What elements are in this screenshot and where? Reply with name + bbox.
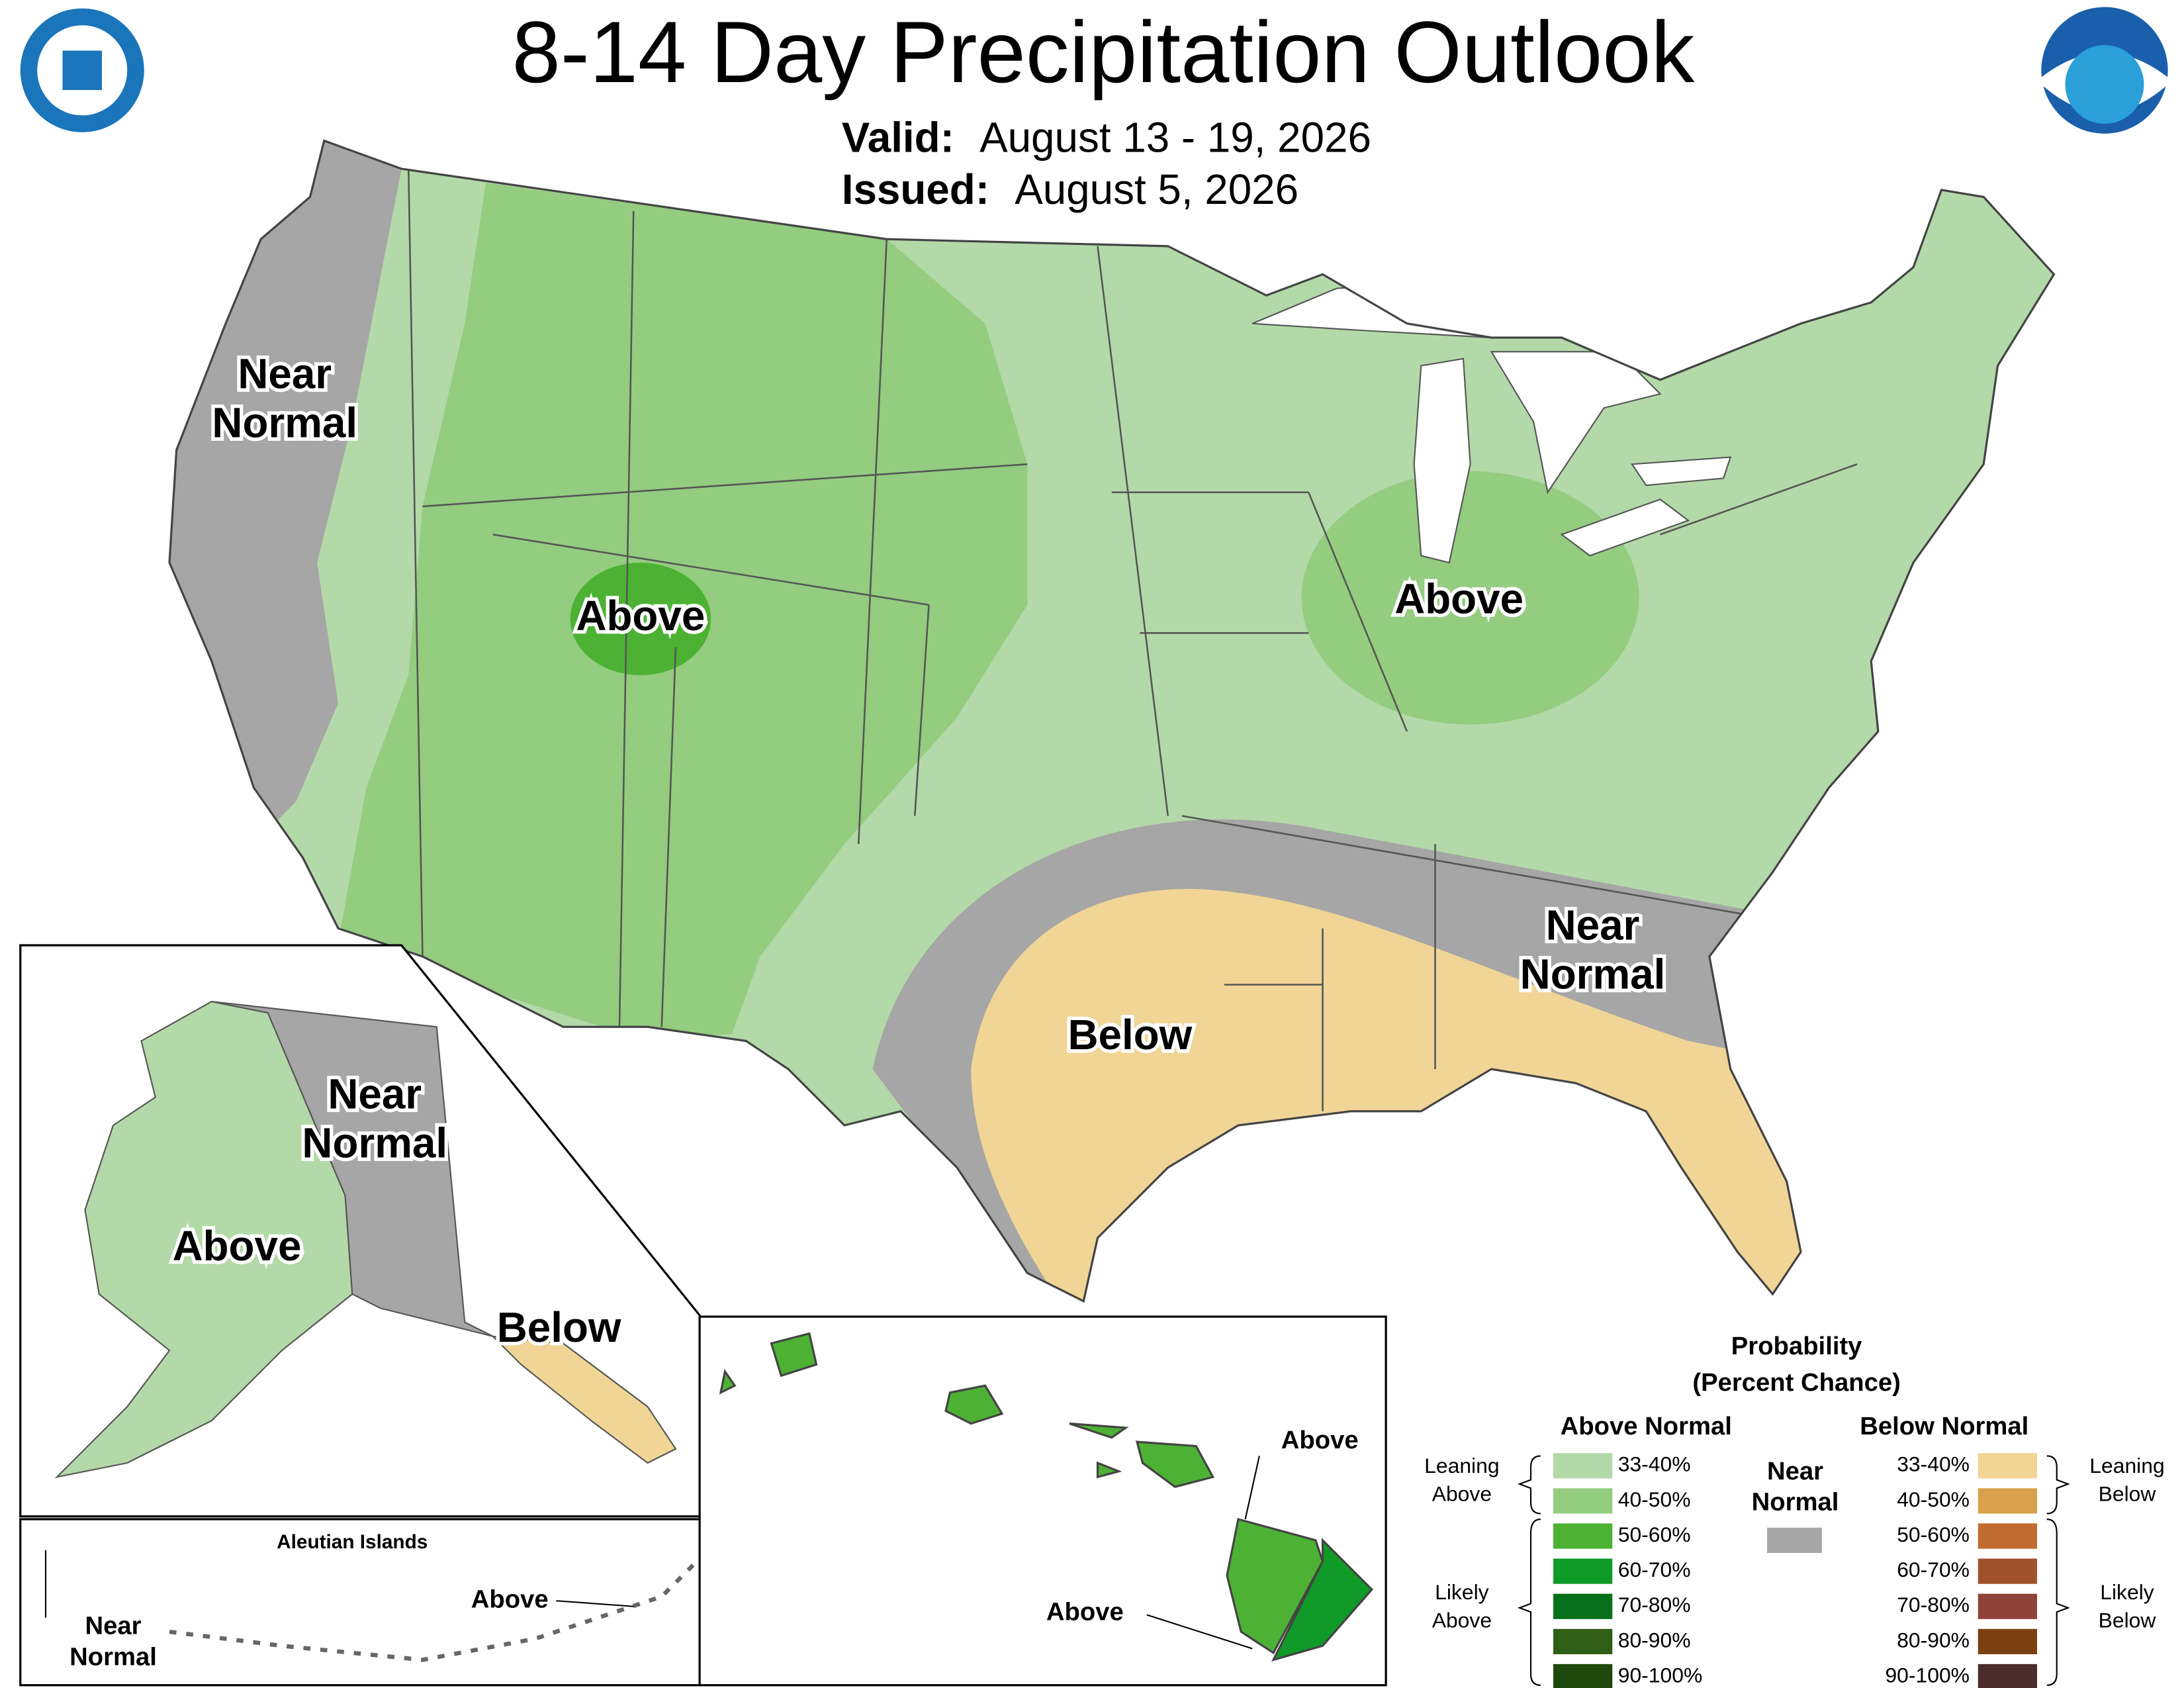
- legend-swatch: [1978, 1664, 2037, 1688]
- map-label: Above: [1432, 1481, 1492, 1505]
- map-label: Above: [1046, 1597, 1124, 1626]
- issued-date: August 5, 2026: [1015, 165, 1298, 213]
- map-label: Near: [328, 1070, 422, 1117]
- legend-label: 70-80%: [1618, 1593, 1691, 1617]
- aleutian-inset: [19, 1518, 701, 1687]
- map-label: Below: [2099, 1609, 2157, 1632]
- legend-label: 60-70%: [1897, 1558, 1970, 1581]
- map-label: Near: [85, 1612, 141, 1640]
- map-label: Leaning: [1424, 1454, 1499, 1477]
- issued: Issued: August 5, 2026: [842, 165, 1298, 213]
- map-label: Normal: [302, 1119, 447, 1167]
- alaska-below: [490, 1335, 677, 1464]
- hawaii-islands: [719, 1332, 1374, 1662]
- leader-line: [1146, 1614, 1253, 1650]
- map-label: Above: [1394, 575, 1524, 622]
- map-label: Near: [1767, 1457, 1823, 1485]
- map-label: Above: [471, 1585, 549, 1613]
- map-label: Normal: [1752, 1488, 1839, 1517]
- title: 8-14 Day Precipitation Outlook: [512, 3, 1696, 101]
- map-label: Above: [1432, 1609, 1492, 1632]
- legend-swatch: [1553, 1593, 1613, 1619]
- us-outline: [168, 139, 2056, 1303]
- legend-swatch: [1978, 1523, 2037, 1549]
- leader-line: [556, 1600, 634, 1607]
- legend-label: 80-90%: [1897, 1628, 1970, 1652]
- legend-swatch: [1767, 1527, 1822, 1553]
- legend-swatch: [1978, 1628, 2037, 1654]
- legend-label: 40-50%: [1618, 1487, 1691, 1511]
- legend-label: 50-60%: [1897, 1523, 1970, 1546]
- map-label: Above: [576, 592, 705, 639]
- legend-label: 50-60%: [1618, 1523, 1691, 1546]
- legend-label: 90-100%: [1618, 1663, 1703, 1687]
- map-label: Near: [238, 350, 332, 397]
- legend-swatch: [1978, 1488, 2037, 1514]
- map-label: Leaning: [2089, 1454, 2164, 1477]
- map-label: Below: [1068, 1011, 1193, 1058]
- legend-brackets: [1517, 1455, 2070, 1686]
- inset-title: Aleutian Islands: [277, 1531, 428, 1553]
- legend-swatch: [1553, 1523, 1613, 1549]
- legend-swatch: [1553, 1558, 1613, 1584]
- commerce-logo: [20, 8, 144, 132]
- state-lines: [407, 168, 1858, 1111]
- map-label: Below: [2099, 1481, 2157, 1505]
- legend-header: Below Normal: [1860, 1412, 2028, 1440]
- legend-label: 70-80%: [1897, 1593, 1970, 1617]
- legend-label: 90-100%: [1885, 1663, 1970, 1687]
- map-label: Above: [1281, 1426, 1359, 1454]
- conus: [169, 140, 2054, 1301]
- legend-label: 60-70%: [1618, 1558, 1691, 1581]
- valid: Valid: August 13 - 19, 2026: [842, 113, 1371, 161]
- issued-label: Issued:: [842, 165, 989, 213]
- legend-label: 40-50%: [1897, 1487, 1970, 1511]
- legend-label: 80-90%: [1618, 1628, 1691, 1652]
- map-label: Normal: [212, 399, 357, 447]
- noaa-logo: [2041, 7, 2168, 134]
- map-label: Likely: [2100, 1580, 2154, 1604]
- map-label: Likely: [1435, 1580, 1489, 1604]
- map-label: Normal: [1520, 951, 1666, 998]
- leader-line: [1244, 1456, 1260, 1520]
- legend-swatch: [1553, 1453, 1613, 1479]
- legend-swatch: [1553, 1628, 1613, 1654]
- above-40-region: [1301, 471, 1639, 725]
- legend-swatch: [1978, 1593, 2037, 1619]
- legend-swatch: [1553, 1488, 1613, 1514]
- map-label: (Percent Chance): [1692, 1368, 1901, 1397]
- map-label: Above: [173, 1222, 302, 1270]
- valid-label: Valid:: [842, 113, 954, 161]
- legend-header: Above Normal: [1561, 1412, 1732, 1440]
- map-label: Near: [1546, 901, 1640, 949]
- legend-swatch: [1978, 1453, 2037, 1479]
- map-label: Below: [497, 1303, 621, 1351]
- legend-swatch: [1978, 1558, 2037, 1584]
- map-label: Probability: [1731, 1332, 1862, 1360]
- legend-label: 33-40%: [1897, 1452, 1970, 1476]
- map-label: Normal: [69, 1642, 157, 1671]
- alaska-near: [211, 1000, 494, 1337]
- valid-dates: August 13 - 19, 2026: [979, 113, 1371, 161]
- legend-label: 33-40%: [1618, 1452, 1691, 1476]
- legend-swatch: [1553, 1664, 1613, 1688]
